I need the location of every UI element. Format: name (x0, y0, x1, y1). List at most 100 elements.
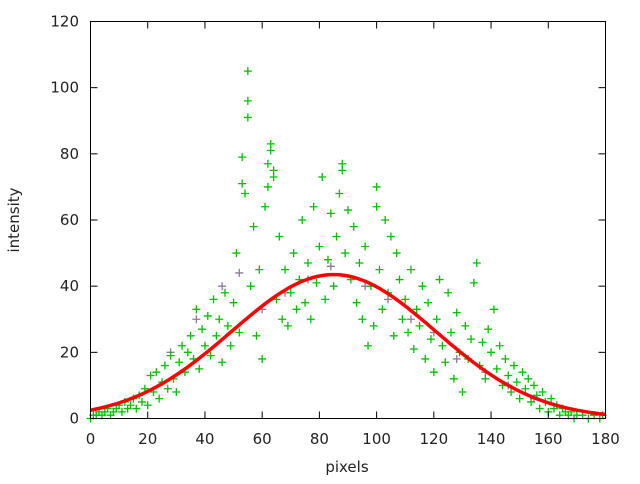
data-point (501, 354, 510, 363)
data-point (263, 159, 272, 168)
data-point (326, 209, 335, 218)
data-point (449, 374, 458, 383)
data-point (424, 298, 433, 307)
data-point (175, 358, 184, 367)
data-point (298, 216, 307, 224)
data-point (206, 351, 215, 360)
data-point (243, 113, 252, 122)
data-point (312, 278, 321, 287)
data-point (469, 278, 478, 287)
data-point (309, 202, 318, 211)
data-point (275, 232, 284, 241)
data-point (547, 394, 556, 403)
x-tick-label: 20 (138, 430, 157, 448)
data-point (415, 321, 424, 330)
data-point (126, 401, 135, 410)
data-point (226, 341, 235, 350)
data-point (426, 335, 435, 344)
data-point (266, 146, 275, 155)
data-point (186, 331, 195, 340)
data-point (429, 368, 438, 377)
y-tick-label: 60 (60, 211, 79, 229)
fit-curve-layer (90, 272, 606, 417)
data-point (361, 242, 370, 251)
data-point (355, 259, 364, 268)
data-point (235, 328, 244, 337)
data-point (143, 401, 152, 410)
x-tick-label: 80 (310, 430, 329, 448)
data-point (406, 315, 415, 324)
data-point (323, 255, 332, 264)
data-point (352, 298, 361, 307)
data-point (538, 388, 547, 397)
data-point (261, 202, 270, 211)
y-tick-label: 40 (60, 277, 79, 295)
data-point (381, 216, 390, 224)
data-point (458, 388, 467, 397)
data-point (283, 321, 292, 330)
data-point (487, 348, 496, 357)
data-point (438, 341, 447, 350)
data-point (481, 374, 490, 383)
data-point (155, 394, 164, 403)
data-point (232, 249, 241, 258)
data-point (447, 328, 455, 337)
axis-ticks: 0 20 40 60 80 100 120 140 160 180 0 20 40 60 80 100 120 (50, 13, 619, 449)
data-point (281, 265, 290, 274)
data-point (315, 242, 324, 251)
data-point (195, 364, 204, 373)
y-tick-label: 0 (69, 410, 79, 428)
data-point (252, 331, 261, 340)
data-point (301, 298, 310, 307)
data-point (478, 338, 487, 347)
data-point (484, 325, 493, 334)
data-point (441, 358, 450, 367)
data-point (524, 374, 533, 383)
data-point (172, 388, 181, 397)
data-point (329, 282, 338, 291)
data-point (198, 325, 207, 334)
data-point (263, 182, 272, 191)
x-tick-label: 100 (362, 430, 391, 448)
data-point (507, 388, 516, 397)
data-point (398, 315, 407, 324)
data-point (515, 394, 524, 403)
data-point (409, 345, 418, 354)
data-point (238, 153, 247, 162)
data-point (203, 311, 212, 320)
data-point (472, 259, 481, 268)
data-point (418, 282, 427, 291)
data-point (178, 341, 187, 350)
data-point (183, 348, 192, 357)
data-point (378, 305, 387, 314)
data-point (344, 206, 352, 215)
data-point (166, 351, 175, 360)
data-points (86, 67, 607, 423)
y-axis-label: intensity (5, 187, 23, 252)
data-point (521, 384, 530, 393)
data-point (435, 275, 444, 284)
data-point (421, 354, 430, 363)
data-point (243, 96, 252, 105)
data-point (215, 315, 224, 324)
data-point (406, 265, 415, 274)
data-point (117, 407, 126, 416)
data-point (432, 315, 441, 324)
data-point (243, 67, 252, 76)
data-point (535, 404, 544, 413)
data-point (338, 166, 347, 175)
data-point (292, 305, 301, 314)
data-point (255, 265, 264, 274)
data-point (495, 341, 504, 350)
data-point (404, 328, 413, 337)
data-point (412, 305, 421, 314)
plot-frame (90, 21, 606, 419)
x-tick-label: 140 (477, 430, 506, 448)
data-point (332, 232, 341, 241)
data-point (289, 249, 298, 258)
data-point (392, 249, 401, 258)
data-point (358, 315, 367, 324)
data-point (146, 371, 155, 380)
data-point (318, 172, 327, 181)
